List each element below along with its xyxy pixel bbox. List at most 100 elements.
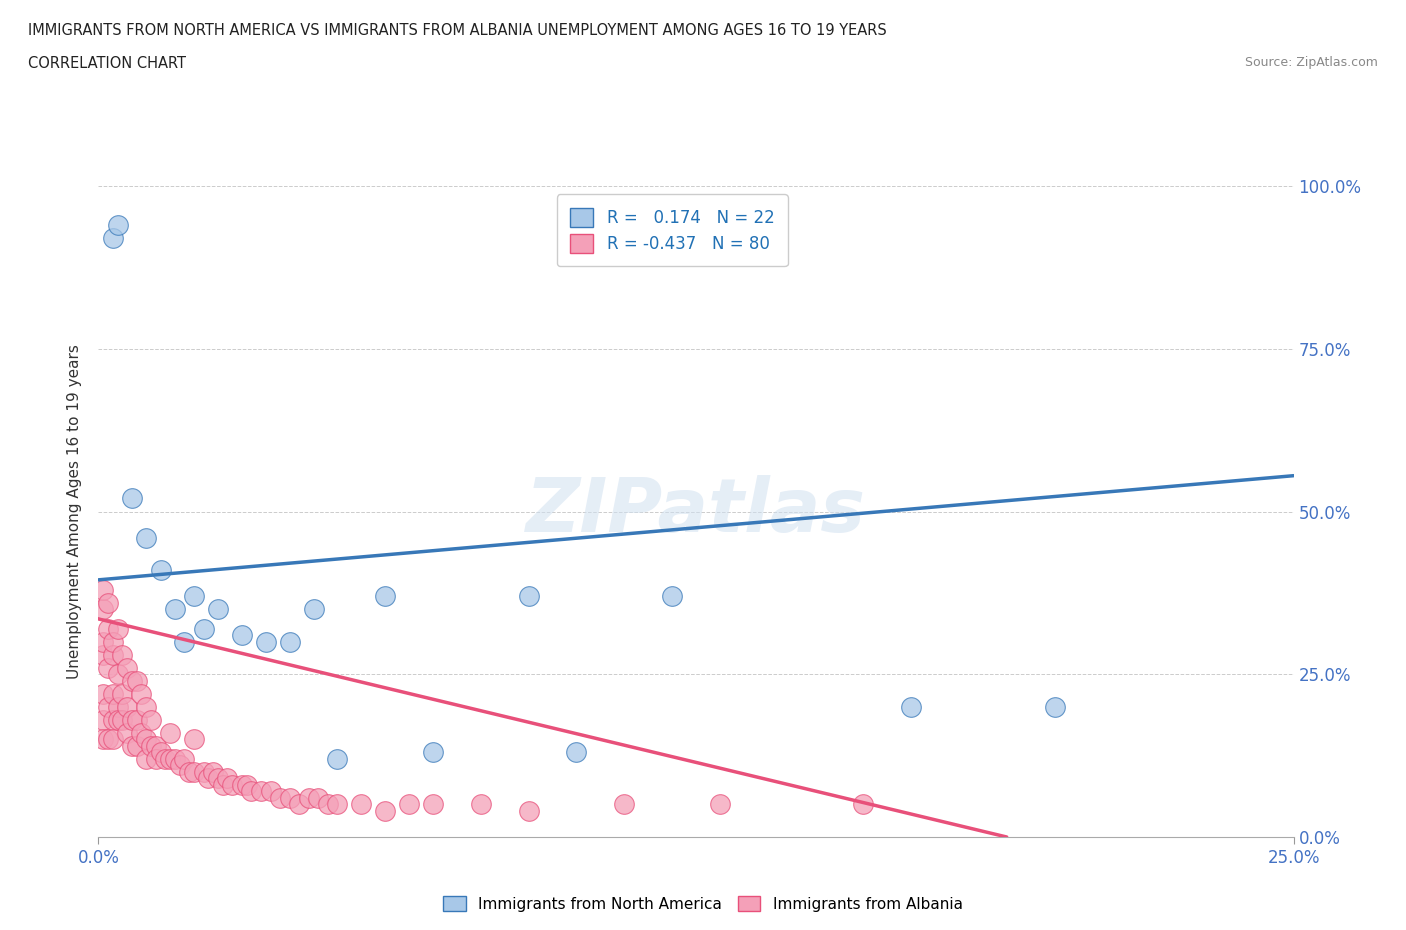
Point [288, 797, 311, 812]
Point [107, 621, 129, 636]
Text: IMMIGRANTS FROM NORTH AMERICA VS IMMIGRANTS FROM ALBANIA UNEMPLOYMENT AMONG AGES: IMMIGRANTS FROM NORTH AMERICA VS IMMIGRA… [28, 23, 887, 38]
Point [125, 738, 148, 753]
Point [149, 563, 172, 578]
Point [101, 634, 124, 649]
Point [121, 491, 143, 506]
Point [135, 751, 157, 766]
Point [374, 589, 396, 604]
Point [139, 738, 162, 753]
Point [852, 797, 875, 812]
Point [91, 732, 114, 747]
Point [517, 589, 540, 604]
Point [101, 732, 124, 747]
Point [121, 738, 143, 753]
Point [183, 732, 205, 747]
Text: ZIPatlas: ZIPatlas [526, 475, 866, 548]
Point [173, 751, 195, 766]
Point [169, 758, 191, 773]
Point [302, 602, 325, 617]
Point [121, 673, 143, 688]
Point [91, 602, 114, 617]
Point [211, 777, 233, 792]
Point [115, 699, 138, 714]
Point [107, 699, 129, 714]
Point [517, 804, 540, 818]
Point [159, 751, 181, 766]
Point [231, 628, 253, 643]
Point [307, 790, 329, 805]
Point [565, 745, 588, 760]
Point [183, 764, 205, 779]
Point [139, 712, 162, 727]
Point [135, 699, 157, 714]
Point [231, 777, 253, 792]
Point [145, 751, 167, 766]
Point [900, 699, 922, 714]
Point [107, 667, 129, 682]
Point [250, 784, 273, 799]
Point [326, 751, 349, 766]
Point [97, 732, 120, 747]
Point [97, 699, 120, 714]
Point [111, 647, 134, 662]
Point [91, 634, 114, 649]
Point [163, 602, 186, 617]
Text: Source: ZipAtlas.com: Source: ZipAtlas.com [1244, 56, 1378, 69]
Point [135, 530, 157, 545]
Point [326, 797, 349, 812]
Point [101, 712, 124, 727]
Y-axis label: Unemployment Among Ages 16 to 19 years: Unemployment Among Ages 16 to 19 years [67, 344, 83, 679]
Point [316, 797, 339, 812]
Point [97, 595, 120, 610]
Text: CORRELATION CHART: CORRELATION CHART [28, 56, 186, 71]
Point [193, 764, 215, 779]
Point [422, 745, 444, 760]
Point [217, 771, 239, 786]
Point [101, 647, 124, 662]
Point [125, 673, 148, 688]
Point [97, 660, 120, 675]
Point [91, 686, 114, 701]
Point [179, 764, 201, 779]
Point [173, 634, 195, 649]
Point [107, 218, 129, 232]
Point [91, 582, 114, 597]
Point [145, 738, 167, 753]
Point [131, 686, 153, 701]
Point [107, 712, 129, 727]
Point [91, 647, 114, 662]
Point [398, 797, 420, 812]
Point [207, 602, 229, 617]
Point [269, 790, 291, 805]
Point [470, 797, 492, 812]
Point [422, 797, 444, 812]
Point [221, 777, 243, 792]
Point [661, 589, 683, 604]
Legend: R =   0.174   N = 22, R = -0.437   N = 80: R = 0.174 N = 22, R = -0.437 N = 80 [557, 194, 787, 266]
Point [125, 712, 148, 727]
Point [1043, 699, 1066, 714]
Point [278, 634, 301, 649]
Point [135, 732, 157, 747]
Point [101, 231, 124, 246]
Point [183, 589, 205, 604]
Point [193, 621, 215, 636]
Point [115, 725, 138, 740]
Point [202, 764, 225, 779]
Point [350, 797, 373, 812]
Legend: Immigrants from North America, Immigrants from Albania: Immigrants from North America, Immigrant… [437, 889, 969, 918]
Point [149, 745, 172, 760]
Point [115, 660, 138, 675]
Point [235, 777, 257, 792]
Point [207, 771, 229, 786]
Point [709, 797, 731, 812]
Point [159, 725, 181, 740]
Point [254, 634, 277, 649]
Point [259, 784, 281, 799]
Point [97, 621, 120, 636]
Point [111, 712, 134, 727]
Point [101, 686, 124, 701]
Point [155, 751, 177, 766]
Point [240, 784, 263, 799]
Point [91, 712, 114, 727]
